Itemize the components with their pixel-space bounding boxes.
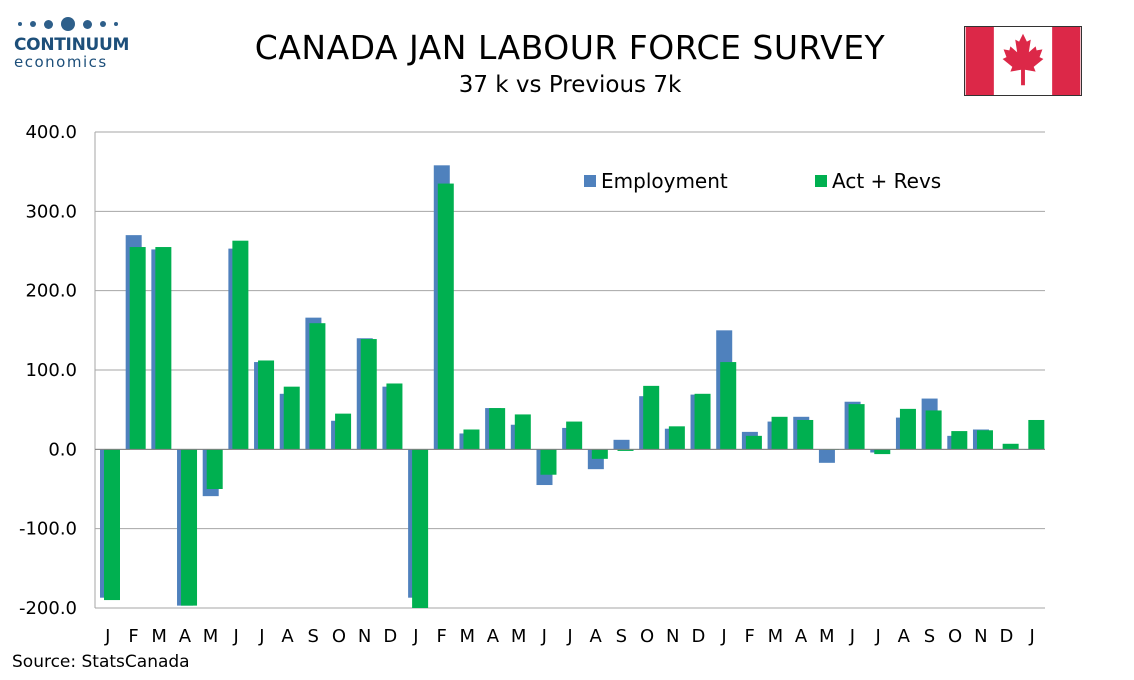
act-revs-bar [720, 362, 737, 450]
logo-brand: CONTINUUM [14, 35, 130, 55]
x-tick-label: J [233, 626, 239, 647]
y-tick-label: 100.0 [25, 360, 77, 381]
x-tick-label: M [203, 626, 219, 647]
y-tick-label: 400.0 [25, 122, 77, 143]
x-tick-label: O [640, 626, 654, 647]
x-tick-label: O [332, 626, 346, 647]
act-revs-bar [489, 408, 506, 450]
y-tick-label: 200.0 [25, 281, 77, 302]
act-revs-bar [412, 449, 429, 608]
act-revs-bar [360, 339, 377, 450]
act-revs-bar [463, 429, 480, 450]
x-tick-label: F [745, 626, 755, 647]
act-revs-bar [848, 404, 865, 450]
act-revs-bar [745, 435, 762, 450]
legend-swatch-act-revs [815, 175, 827, 187]
act-revs-bar [232, 240, 249, 450]
x-tick-label: M [819, 626, 835, 647]
x-tick-label: J [874, 626, 880, 647]
y-tick-label: 300.0 [25, 201, 77, 222]
y-tick-label: -100.0 [19, 519, 77, 540]
x-tick-label: A [487, 626, 500, 647]
x-tick-label: J [541, 626, 547, 647]
act-revs-bar [181, 449, 198, 606]
x-tick-label: F [436, 626, 446, 647]
act-revs-bar [643, 385, 660, 450]
canada-flag-icon [964, 26, 1082, 96]
act-revs-bar [206, 449, 223, 489]
x-tick-label: M [768, 626, 784, 647]
act-revs-bar [976, 430, 993, 450]
act-revs-bar [155, 247, 172, 450]
act-revs-bar [386, 383, 403, 450]
act-revs-bar [437, 183, 454, 450]
x-tick-label: S [616, 626, 627, 647]
logo-dots-icon [18, 14, 144, 34]
act-revs-bar [668, 426, 685, 450]
y-tick-label: 0.0 [48, 439, 77, 460]
x-tick-label: J [104, 626, 110, 647]
x-tick-label: A [590, 626, 603, 647]
act-revs-bar [514, 414, 531, 450]
x-tick-label: A [281, 626, 294, 647]
x-tick-label: D [691, 626, 705, 647]
legend-swatch-employment [584, 175, 596, 187]
legend-label-act-revs: Act + Revs [832, 169, 941, 193]
x-tick-label: J [566, 626, 572, 647]
act-revs-bar [771, 416, 788, 450]
act-revs-bar [925, 410, 942, 450]
logo-sub: economics [14, 53, 108, 71]
legend-label-employment: Employment [601, 169, 728, 193]
x-tick-label: D [1000, 626, 1014, 647]
act-revs-bar [1002, 443, 1019, 450]
x-tick-label: J [1029, 626, 1035, 647]
x-tick-label: N [358, 626, 371, 647]
x-tick-label: A [795, 626, 808, 647]
act-revs-bar [258, 360, 275, 450]
x-tick-label: J [849, 626, 855, 647]
act-revs-bar [104, 449, 120, 601]
act-revs-bar [1028, 419, 1045, 450]
x-tick-label: F [128, 626, 138, 647]
x-tick-label: M [151, 626, 167, 647]
x-tick-label: J [258, 626, 264, 647]
act-revs-bar [335, 413, 352, 450]
act-revs-bar [591, 449, 608, 459]
x-tick-label: A [898, 626, 911, 647]
act-revs-bar [797, 419, 814, 450]
act-revs-bar [129, 247, 146, 450]
x-tick-label: N [974, 626, 987, 647]
act-revs-bar [874, 449, 891, 455]
y-tick-label: -200.0 [19, 598, 77, 619]
act-revs-bar [617, 449, 634, 451]
chart-subtitle: 37 k vs Previous 7k [458, 72, 682, 98]
x-tick-label: N [666, 626, 679, 647]
x-tick-label: A [179, 626, 192, 647]
source-note: Source: StatsCanada [12, 652, 190, 672]
chart-legend: Employment Act + Revs [584, 169, 941, 193]
x-tick-label: J [720, 626, 726, 647]
x-tick-label: S [924, 626, 935, 647]
act-revs-bar [540, 449, 557, 475]
x-tick-label: D [383, 626, 397, 647]
x-tick-label: O [948, 626, 962, 647]
x-tick-label: S [308, 626, 319, 647]
act-revs-bar [309, 323, 326, 450]
continuum-logo: CONTINUUM economics [14, 14, 144, 84]
act-revs-bar [694, 393, 711, 450]
act-revs-bar [951, 431, 968, 450]
employment-bar [613, 439, 630, 450]
act-revs-bar [283, 386, 300, 450]
act-revs-bar [566, 421, 583, 450]
x-tick-label: M [460, 626, 476, 647]
employment-bar [818, 449, 835, 463]
x-tick-label: J [412, 626, 418, 647]
act-revs-bar [899, 408, 916, 450]
x-tick-label: M [511, 626, 527, 647]
chart-title: CANADA JAN LABOUR FORCE SURVEY [254, 28, 886, 67]
